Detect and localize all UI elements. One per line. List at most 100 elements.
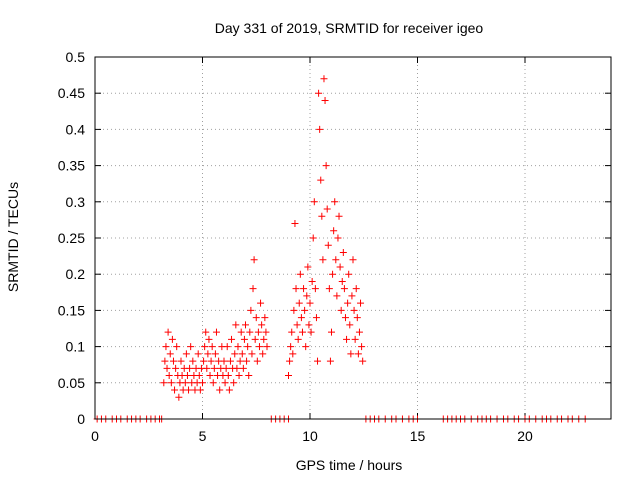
chart-title: Day 331 of 2019, SRMTID for receiver ige… (215, 20, 484, 36)
data-point (185, 386, 193, 394)
data-point (303, 292, 311, 300)
data-point (249, 285, 257, 293)
data-point (349, 256, 357, 264)
data-point (205, 335, 213, 343)
data-point (353, 314, 361, 322)
data-point (324, 241, 332, 249)
data-point (320, 75, 328, 83)
data-point (189, 357, 197, 365)
data-point (235, 372, 243, 380)
data-point (344, 299, 352, 307)
y-tick-labels: 0 0.05 0.1 0.15 0.2 0.25 0.3 0.35 0.4 0.45 0.5 (58, 49, 85, 427)
y-tick-label: 0 (77, 411, 85, 427)
data-point (234, 343, 242, 351)
data-point (291, 220, 299, 228)
data-point (199, 379, 206, 387)
data-point (254, 328, 262, 336)
data-point (172, 364, 180, 372)
data-point (263, 343, 271, 351)
data-point (224, 372, 232, 380)
data-point (288, 328, 296, 336)
data-point (352, 285, 360, 293)
data-point (171, 386, 179, 394)
data-point (317, 176, 325, 184)
data-point (314, 357, 322, 365)
data-point (351, 335, 359, 343)
data-point (261, 314, 269, 322)
data-point (222, 364, 230, 372)
x-tick-label: 15 (410, 428, 426, 444)
data-point (196, 386, 204, 394)
data-point (316, 125, 324, 133)
data-point (167, 379, 175, 387)
y-tick-label: 0.1 (66, 339, 86, 355)
data-point (211, 350, 219, 358)
x-tick-label: 10 (302, 428, 318, 444)
data-point (330, 227, 338, 235)
data-point (262, 328, 270, 336)
data-point (242, 321, 249, 329)
data-point (216, 386, 224, 394)
data-point (258, 321, 266, 329)
data-point (257, 299, 265, 307)
data-point (247, 306, 255, 314)
y-tick-label: 0.15 (58, 302, 85, 318)
data-point (329, 270, 337, 278)
data-point (343, 335, 351, 343)
data-point (201, 343, 209, 351)
data-point (183, 372, 191, 380)
y-tick-label: 0.4 (66, 121, 86, 137)
data-point (302, 343, 310, 351)
data-point (250, 256, 258, 264)
data-point (335, 212, 343, 220)
data-point (289, 350, 297, 358)
data-point (166, 350, 174, 358)
data-point (202, 328, 210, 336)
data-point (297, 314, 305, 322)
data-point (195, 372, 203, 380)
data-point (286, 357, 294, 365)
data-point (341, 314, 349, 322)
data-point (186, 364, 194, 372)
data-point (339, 248, 347, 256)
data-point (325, 285, 333, 293)
data-point (333, 292, 341, 300)
data-point (326, 357, 334, 365)
data-point (228, 335, 236, 343)
data-point (311, 285, 319, 293)
data-point (200, 357, 208, 365)
data-point (248, 350, 256, 358)
data-point (318, 212, 326, 220)
plot-frame (94, 56, 612, 420)
data-point (359, 357, 367, 365)
data-point (292, 285, 300, 293)
data-point (310, 198, 318, 206)
data-point (347, 350, 355, 358)
data-point (293, 321, 301, 329)
data-point (319, 256, 327, 264)
data-point (350, 306, 358, 314)
data-point (290, 306, 298, 314)
data-point (187, 343, 195, 351)
x-tick-labels: 0 5 10 15 20 (91, 428, 533, 444)
data-point (340, 285, 348, 293)
data-point (163, 364, 171, 372)
data-point (338, 277, 346, 285)
data-point (208, 343, 216, 351)
data-point (173, 343, 181, 351)
data-point (253, 357, 261, 365)
data-point (240, 335, 248, 343)
x-axis-label: GPS time / hours (296, 457, 403, 473)
data-point (334, 234, 342, 242)
data-point (260, 335, 268, 343)
data-point (309, 234, 317, 242)
data-point (181, 379, 189, 387)
data-point (294, 335, 302, 343)
data-point (348, 292, 356, 300)
data-point (165, 372, 173, 380)
data-point (295, 299, 303, 307)
data-point (221, 379, 229, 387)
data-point (323, 205, 331, 213)
